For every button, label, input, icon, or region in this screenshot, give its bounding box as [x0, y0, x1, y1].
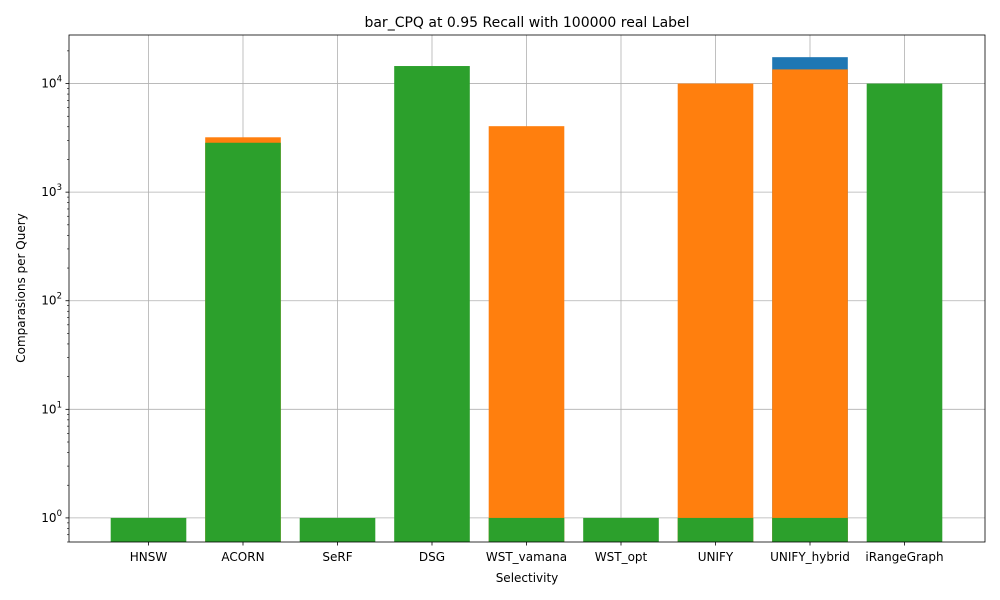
x-tick-label: ACORN	[221, 550, 264, 564]
x-tick-label: HNSW	[130, 550, 168, 564]
x-tick-label: SeRF	[322, 550, 352, 564]
plot-frame	[68, 34, 986, 543]
bar-series-2	[677, 517, 754, 542]
bar-series-2	[110, 517, 187, 542]
y-axis-label: Comparasions per Query	[14, 213, 28, 362]
bar-series-2	[299, 517, 376, 542]
x-tick-label: WST_vamana	[486, 550, 567, 564]
x-axis-label: Selectivity	[496, 571, 559, 585]
y-tick-label: 101	[41, 400, 62, 416]
bar-series-2	[583, 517, 659, 542]
bar-series-2	[488, 517, 565, 542]
y-tick-label: 100	[41, 509, 62, 525]
x-tick-label: DSG	[419, 550, 445, 564]
y-tick-label: 104	[41, 75, 62, 91]
bar-series-1	[677, 83, 754, 542]
y-tick-label: 103	[41, 183, 62, 199]
chart-title: bar_CPQ at 0.95 Recall with 100000 real …	[364, 15, 689, 31]
x-tick-label: UNIFY_hybrid	[770, 550, 850, 564]
y-axis: 100 101 102 103 104	[41, 50, 69, 543]
bar-series-2	[205, 142, 281, 542]
bar-series-1	[488, 126, 565, 542]
bar-series-1	[772, 69, 848, 542]
x-axis: HNSW ACORN SeRF DSG WST_vamana WST_opt UNIFY UN…	[130, 542, 944, 564]
x-tick-label: WST_opt	[595, 550, 648, 564]
y-tick-label: 102	[41, 292, 62, 308]
bar-series-2	[772, 517, 848, 542]
bar-series-2	[394, 66, 470, 543]
x-tick-label: iRangeGraph	[865, 550, 943, 564]
bars	[110, 57, 943, 543]
bar-series-2	[866, 83, 943, 542]
x-tick-label: UNIFY	[698, 550, 734, 564]
